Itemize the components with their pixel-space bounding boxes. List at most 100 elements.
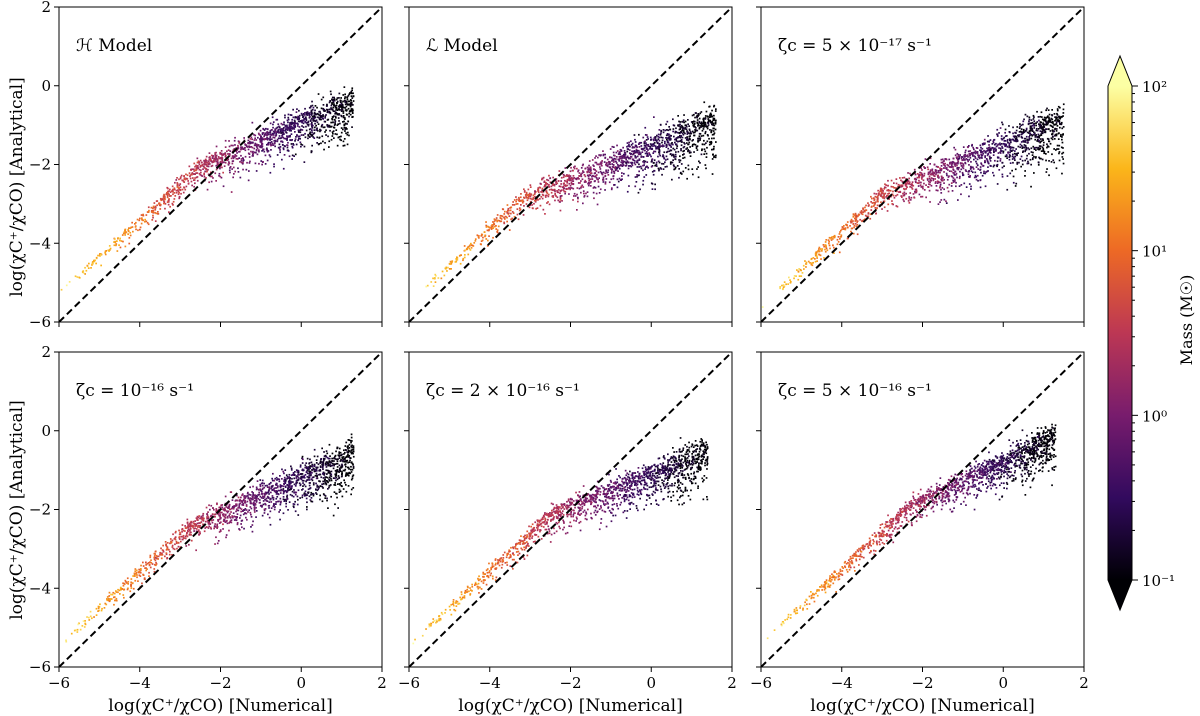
scatter-point [331,116,334,118]
scatter-point [168,548,170,551]
scatter-point [1061,136,1063,138]
scatter-point [645,142,647,144]
scatter-point [588,160,591,162]
scatter-point [294,140,296,142]
scatter-point [249,142,252,145]
scatter-point [1026,154,1028,157]
scatter-point [342,112,345,114]
scatter-point [184,530,186,532]
scatter-point [833,234,836,237]
scatter-point [569,179,572,182]
scatter-point [960,168,963,171]
scatter-point [228,154,231,157]
scatter-point [193,170,195,172]
scatter-point [224,155,227,158]
scatter-point [968,152,971,155]
scatter-point [995,164,998,167]
scatter-point [609,163,612,166]
scatter-point [276,140,279,143]
scatter-point [262,497,265,499]
scatter-point [95,607,98,610]
scatter-point [610,188,613,191]
scatter-point [1052,130,1055,133]
scatter-point [304,118,307,120]
scatter-point [570,166,572,169]
scatter-point [915,190,918,192]
scatter-point [908,181,911,184]
scatter-point [698,160,700,163]
scatter-point [883,194,885,197]
scatter-point [615,151,618,154]
scatter-point [314,105,317,107]
scatter-point [954,148,957,151]
scatter-point [326,499,328,502]
scatter-point [612,175,615,177]
scatter-point [576,193,578,196]
scatter-point [614,166,617,168]
scatter-point [609,148,612,150]
scatter-point [1060,133,1062,136]
scatter-point [897,183,900,186]
scatter-point [189,177,192,180]
scatter-point [264,163,267,165]
scatter-point [996,133,999,136]
scatter-point [130,585,132,587]
scatter-point [690,121,693,123]
scatter-point [1036,135,1038,138]
scatter-point [1019,143,1022,146]
scatter-point [1051,132,1054,135]
scatter-point [678,140,681,143]
scatter-point [628,143,630,146]
scatter-point [602,176,605,179]
scatter-point [348,112,350,115]
scatter-point [594,180,596,182]
scatter-point [586,166,589,169]
scatter-point [672,164,675,166]
scatter-point [239,517,241,519]
scatter-point [873,204,876,206]
scatter-point [346,133,349,136]
scatter-point [946,163,949,166]
scatter-point [658,151,660,154]
scatter-point [999,158,1002,160]
scatter-point [677,140,679,143]
scatter-point [681,126,684,129]
scatter-point [661,141,663,144]
scatter-point [659,146,661,148]
scatter-point [671,178,673,181]
scatter-point [499,220,502,223]
scatter-point [943,171,945,173]
scatter-point [292,122,295,124]
scatter-point [511,204,514,206]
scatter-point [296,118,299,121]
scatter-point [325,129,327,132]
scatter-point [229,166,232,168]
scatter-point [993,164,995,167]
scatter-point [683,153,685,155]
scatter-point [1031,158,1034,161]
scatter-point [673,165,675,168]
scatter-point [255,143,258,146]
scatter-point [963,155,965,157]
scatter-point [220,152,223,155]
scatter-point [1046,168,1048,170]
scatter-point [632,150,635,153]
scatter-point [1035,149,1037,151]
scatter-point [651,170,654,173]
scatter-point [581,178,584,181]
scatter-point [247,142,249,145]
scatter-point [1049,124,1052,127]
scatter-point [219,167,221,170]
scatter-point [546,183,549,185]
scatter-point [316,128,318,130]
scatter-point [151,211,154,213]
scatter-point [696,122,699,125]
y-tick-label: −4 [29,234,51,252]
scatter-point [977,179,979,182]
scatter-point [657,155,659,158]
scatter-point [555,181,557,184]
scatter-point [909,172,911,175]
scatter-point [493,220,496,222]
scatter-point [677,125,680,127]
scatter-point [293,123,296,126]
